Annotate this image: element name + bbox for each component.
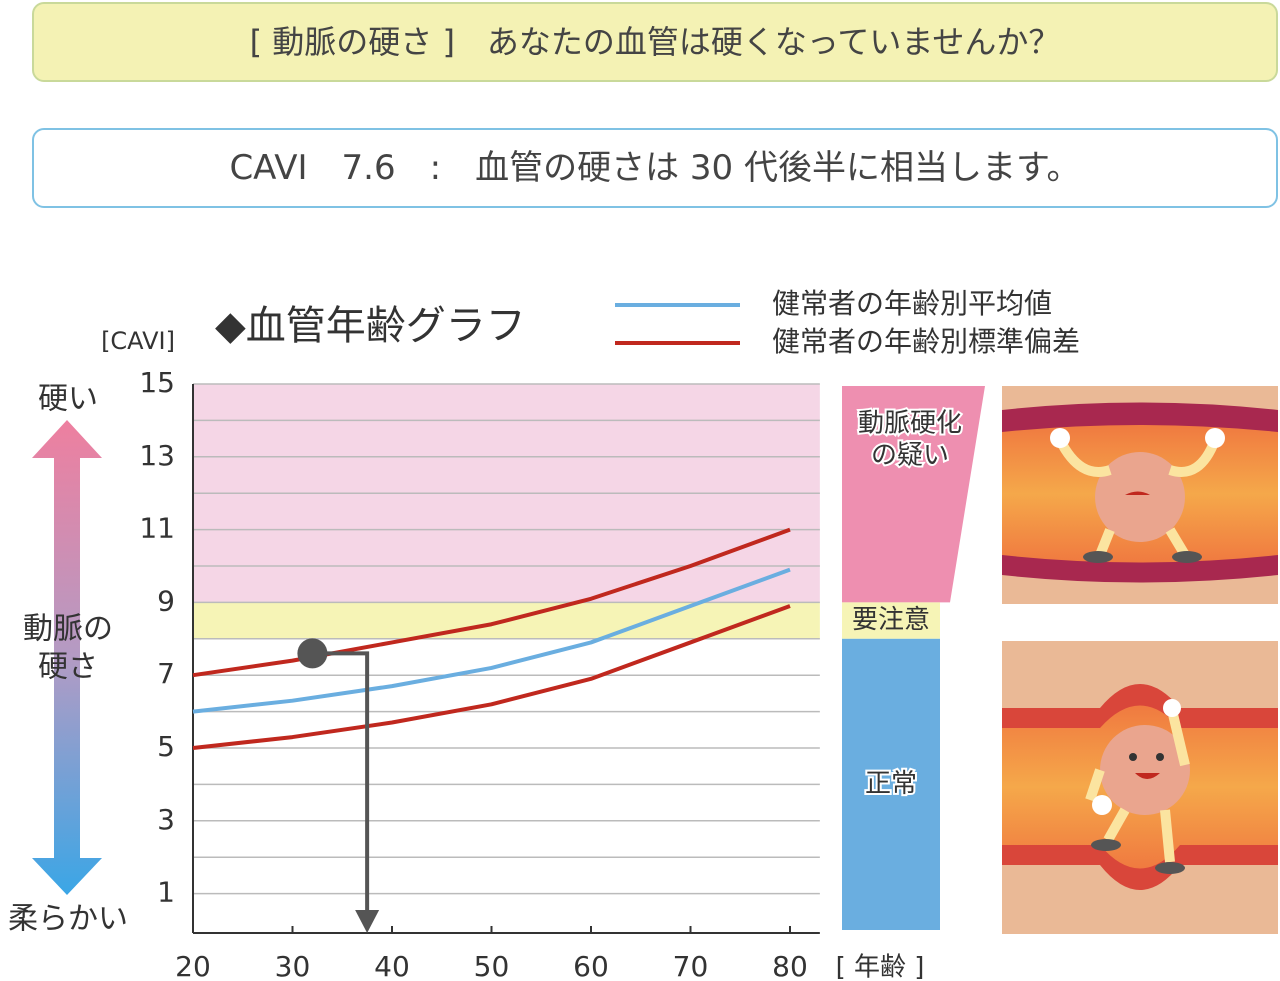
legend-label: 健常者の年齢別標準偏差 bbox=[772, 325, 1080, 358]
x-tick-label: 80 bbox=[772, 950, 808, 981]
soft-label: 柔らかい bbox=[8, 902, 128, 937]
series-line bbox=[192, 604, 791, 750]
legend-label: 健常者の年齢別平均値 bbox=[772, 287, 1052, 320]
x-tick-label: 50 bbox=[474, 950, 510, 981]
patient-point bbox=[297, 638, 328, 669]
risk-label: 正常 bbox=[865, 769, 917, 799]
result-box: CAVI 7.6 : 血管の硬さは 30 代後半に相当します。 bbox=[32, 128, 1278, 208]
y-tick-label: 13 bbox=[139, 439, 175, 472]
header-title: [ 動脈の硬さ ] あなたの血管は硬くなっていませんか？ bbox=[32, 2, 1278, 82]
risk-bar bbox=[842, 638, 940, 930]
y-tick-label: 11 bbox=[139, 512, 175, 545]
risk-label: の疑い bbox=[871, 441, 949, 471]
x-tick-label: 40 bbox=[374, 950, 410, 981]
axis-meaning: 動脈の bbox=[23, 612, 113, 647]
y-tick-label: 5 bbox=[157, 730, 175, 763]
illustration-normal bbox=[1002, 641, 1278, 934]
chart-title: ◆血管年齢グラフ bbox=[215, 303, 526, 349]
y-tick-label: 9 bbox=[157, 584, 175, 617]
arrow-head bbox=[355, 910, 380, 933]
risk-label: 要注意 bbox=[852, 605, 930, 635]
x-axis-label: [ 年齢 ] bbox=[836, 953, 925, 981]
axis-meaning: 硬さ bbox=[38, 650, 98, 685]
risk-bar bbox=[842, 602, 940, 639]
x-tick-label: 70 bbox=[673, 950, 709, 981]
age-arrow bbox=[312, 651, 370, 918]
x-tick-label: 60 bbox=[573, 950, 609, 981]
y-tick-label: 1 bbox=[157, 876, 175, 909]
x-tick-label: 20 bbox=[175, 950, 211, 981]
risk-bar bbox=[842, 386, 985, 603]
zones bbox=[192, 383, 820, 934]
y-tick-label: 7 bbox=[157, 657, 175, 690]
y-axis-label: [CAVI] bbox=[101, 327, 175, 355]
y-tick-label: 3 bbox=[157, 803, 175, 836]
stiffness-arrow bbox=[32, 420, 102, 895]
y-tick-label: 15 bbox=[139, 366, 175, 399]
series-line bbox=[192, 567, 791, 714]
series-line bbox=[192, 527, 791, 678]
risk-label: 動脈硬化 bbox=[858, 409, 962, 439]
illustration-stiff bbox=[1002, 386, 1278, 604]
x-tick-label: 30 bbox=[275, 950, 311, 981]
hard-label: 硬い bbox=[38, 382, 98, 417]
